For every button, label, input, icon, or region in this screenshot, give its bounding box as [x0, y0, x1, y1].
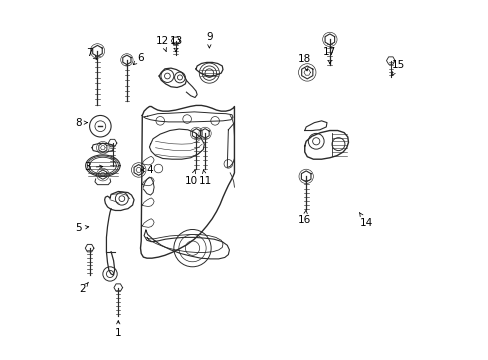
Text: 12: 12 — [155, 36, 168, 51]
Text: 6: 6 — [133, 53, 143, 65]
Text: 11: 11 — [199, 170, 212, 186]
Text: 9: 9 — [205, 32, 212, 48]
Text: 18: 18 — [298, 54, 311, 71]
Text: 1: 1 — [115, 321, 122, 338]
Text: 3: 3 — [84, 162, 102, 172]
Text: 14: 14 — [359, 213, 372, 228]
Text: 10: 10 — [184, 170, 198, 186]
Text: 7: 7 — [86, 48, 97, 59]
Text: 16: 16 — [298, 210, 311, 225]
Text: 4: 4 — [141, 165, 152, 175]
Text: 13: 13 — [169, 36, 183, 52]
Text: 17: 17 — [323, 46, 336, 64]
Text: 15: 15 — [391, 60, 405, 76]
Text: 2: 2 — [79, 282, 88, 294]
Text: 8: 8 — [75, 118, 87, 128]
Text: 5: 5 — [75, 224, 88, 233]
